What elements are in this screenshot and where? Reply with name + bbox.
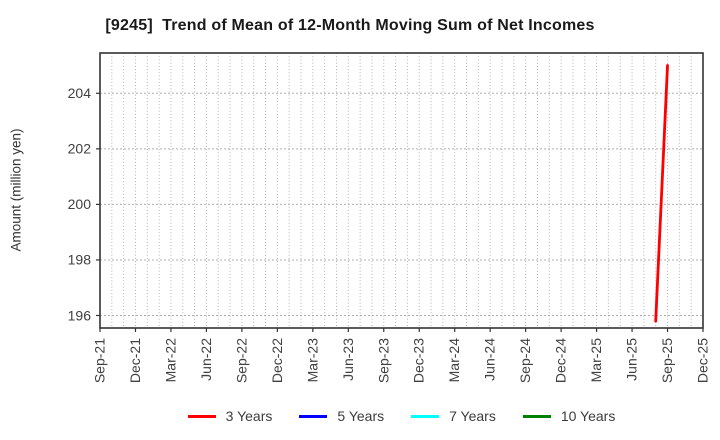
legend-swatch: [522, 414, 551, 418]
legend-label: 3 Years: [225, 408, 273, 424]
x-tick-label: Sep-23: [375, 338, 391, 383]
x-tick-label: Jun-24: [482, 338, 498, 381]
x-tick-label: Jun-22: [198, 338, 214, 381]
legend-swatch: [299, 414, 328, 418]
x-tick-label: Mar-25: [588, 338, 604, 383]
x-tick-label: Dec-21: [127, 338, 143, 383]
legend-item-3-years: 3 Years: [187, 408, 273, 424]
y-tick-label: 204: [68, 85, 92, 101]
y-tick-label: 196: [68, 307, 92, 323]
legend-item-10-years: 10 Years: [522, 408, 616, 424]
axis-spines: [99, 52, 704, 329]
y-tick-label: 202: [68, 141, 92, 157]
x-tick-label: Jun-23: [340, 338, 356, 381]
series-line-3-years: [654, 64, 669, 323]
legend-item-7-years: 7 Years: [411, 408, 496, 424]
x-tick-label: Jun-25: [624, 338, 640, 381]
x-tick-label: Dec-23: [411, 338, 427, 383]
x-tick-label: Mar-23: [304, 338, 320, 383]
y-tick-label: 200: [68, 196, 92, 212]
x-tick-label: Dec-24: [553, 338, 569, 383]
x-tick-label: Mar-24: [446, 338, 462, 383]
legend-label: 7 Years: [449, 408, 496, 424]
x-tick-label: Sep-25: [659, 338, 675, 383]
x-tick-label: Sep-22: [233, 338, 249, 383]
x-tick-label: Dec-22: [269, 338, 285, 383]
legend-label: 5 Years: [337, 408, 385, 424]
chart-title: [9245] Trend of Mean of 12-Month Moving …: [105, 17, 595, 34]
legend-label: 10 Years: [560, 408, 616, 424]
legend: 3 Years 5 Years 7 Years 10 Years: [100, 404, 703, 428]
legend-swatch: [187, 414, 216, 418]
x-tick-label: Sep-21: [92, 338, 108, 383]
legend-swatch: [411, 414, 440, 418]
x-tick-label: Dec-25: [695, 338, 711, 383]
y-tick-label: 198: [68, 252, 92, 268]
x-tick-label: Mar-22: [162, 338, 178, 383]
x-tick-label: Sep-24: [517, 338, 533, 383]
legend-item-5-years: 5 Years: [299, 408, 384, 424]
